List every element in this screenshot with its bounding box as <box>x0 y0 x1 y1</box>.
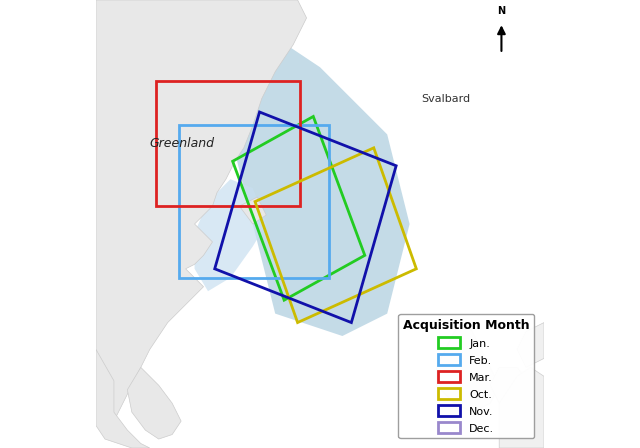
Polygon shape <box>127 367 181 439</box>
Text: N: N <box>497 6 506 16</box>
Text: Svalbard: Svalbard <box>421 94 470 103</box>
Polygon shape <box>499 367 544 448</box>
Polygon shape <box>195 179 266 291</box>
Polygon shape <box>96 0 307 435</box>
Polygon shape <box>239 197 266 224</box>
Polygon shape <box>96 349 150 448</box>
Polygon shape <box>490 367 531 403</box>
Text: Greenland: Greenland <box>150 137 215 150</box>
Polygon shape <box>230 22 410 336</box>
Polygon shape <box>436 323 499 412</box>
Legend: Jan., Feb., Mar., Oct., Nov., Dec.: Jan., Feb., Mar., Oct., Nov., Dec. <box>399 314 534 438</box>
Polygon shape <box>517 323 544 367</box>
